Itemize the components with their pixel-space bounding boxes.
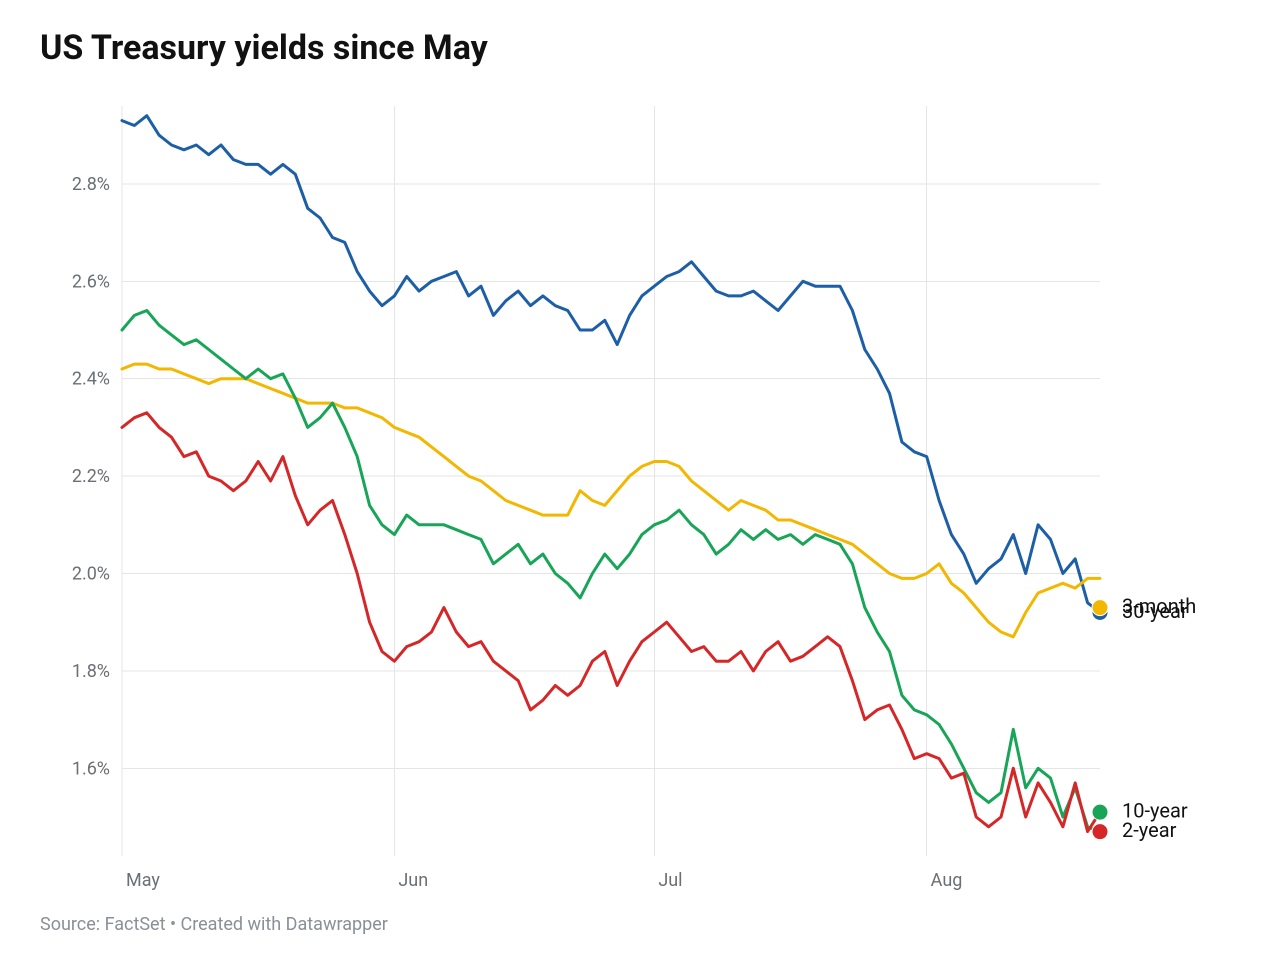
x-tick-label: May <box>126 870 160 891</box>
y-tick-label: 2.8% <box>72 174 110 195</box>
series-end-label-3m: 3-month <box>1122 594 1196 618</box>
x-tick-label: Jul <box>658 870 682 891</box>
y-tick-label: 1.8% <box>72 661 110 682</box>
series-end-dot-10y <box>1092 804 1108 820</box>
chart-title: US Treasury yields since May <box>40 28 1240 68</box>
chart-source: Source: FactSet • Created with Datawrapp… <box>40 914 1240 935</box>
x-tick-label: Jun <box>398 870 428 891</box>
series-30y <box>122 116 1100 613</box>
y-tick-label: 1.6% <box>72 758 110 779</box>
y-tick-label: 2.2% <box>72 466 110 487</box>
series-end-label-2y: 2-year <box>1122 818 1177 842</box>
x-tick-label: Aug <box>931 870 963 891</box>
chart-plot: 1.6% 1.8% 2.0% 2.2% 2.4% 2.6% 2.8% May Jun Jul Aug… <box>40 96 1210 896</box>
series-end-dot-3m <box>1092 600 1108 616</box>
chart-svg: 1.6% 1.8% 2.0% 2.2% 2.4% 2.6% 2.8% May Jun Jul Aug… <box>40 96 1210 896</box>
y-tick-label: 2.4% <box>72 369 110 390</box>
series-end-dot-2y <box>1092 824 1108 840</box>
y-tick-label: 2.0% <box>72 564 110 585</box>
series-3m <box>122 364 1100 637</box>
y-tick-label: 2.6% <box>72 271 110 292</box>
chart-container: US Treasury yields since May 1.6% 1.8% 2.0… <box>0 0 1280 980</box>
